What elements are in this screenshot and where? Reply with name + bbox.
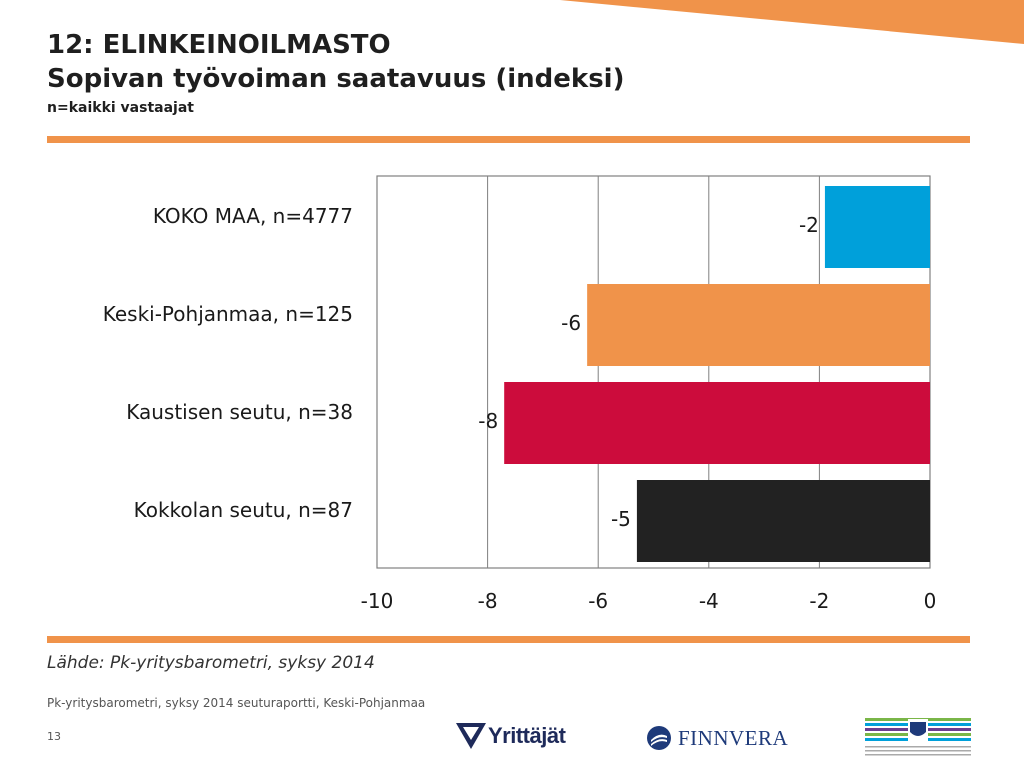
x-tick-label-1: -8 xyxy=(478,589,498,613)
chart-title: Sopivan työvoiman saatavuus (indeksi) xyxy=(47,64,625,94)
category-label-1: Keski-Pohjanmaa, n=125 xyxy=(103,302,353,326)
x-tick-label-2: -6 xyxy=(588,589,608,613)
yrittajat-mark-icon xyxy=(456,723,486,749)
data-label-3: -5 xyxy=(611,507,631,531)
title-block: 12: ELINKEINOILMASTO Sopivan työvoiman s… xyxy=(47,28,947,118)
ministry-logo xyxy=(865,718,971,756)
bar-3 xyxy=(636,480,930,562)
top-divider xyxy=(47,136,970,143)
data-label-1: -6 xyxy=(561,311,581,335)
category-label-0: KOKO MAA, n=4777 xyxy=(153,204,353,228)
x-tick-label-4: -2 xyxy=(809,589,829,613)
data-label-0: -2 xyxy=(799,213,819,237)
category-label-3: Kokkolan seutu, n=87 xyxy=(134,498,353,522)
slide-title: 12: ELINKEINOILMASTO xyxy=(47,30,391,60)
bar-1 xyxy=(587,284,930,366)
finnvera-logo: FINNVERA xyxy=(646,722,788,754)
yrittajat-logo-text: Yrittäjät xyxy=(488,723,566,748)
footer-report: Pk-yritysbarometri, syksy 2014 seuturapo… xyxy=(47,696,426,710)
page-number: 13 xyxy=(47,730,61,743)
finnvera-logo-text: FINNVERA xyxy=(678,725,789,750)
bar-0 xyxy=(824,186,930,268)
yrittajat-logo: Yrittäjät xyxy=(456,718,566,754)
x-tick-label-0: -10 xyxy=(361,589,394,613)
finnvera-mark-icon xyxy=(647,726,671,750)
chart-subtitle: n=kaikki vastaajat xyxy=(47,100,194,116)
bottom-divider xyxy=(47,636,970,643)
category-label-2: Kaustisen seutu, n=38 xyxy=(126,400,353,424)
source-note: Lähde: Pk-yritysbarometri, syksy 2014 xyxy=(47,653,375,673)
plot-frame xyxy=(376,175,931,569)
bar-2 xyxy=(504,382,930,464)
data-label-2: -8 xyxy=(478,409,498,433)
x-tick-label-3: -4 xyxy=(699,589,719,613)
x-tick-label-5: 0 xyxy=(924,589,937,613)
corner-accent-stripe xyxy=(560,0,1024,44)
bar-chart: -10 -8 -6 -4 -2 0 -2 KOKO MAA, n=4777 -6 Keski-Po… xyxy=(103,175,937,613)
